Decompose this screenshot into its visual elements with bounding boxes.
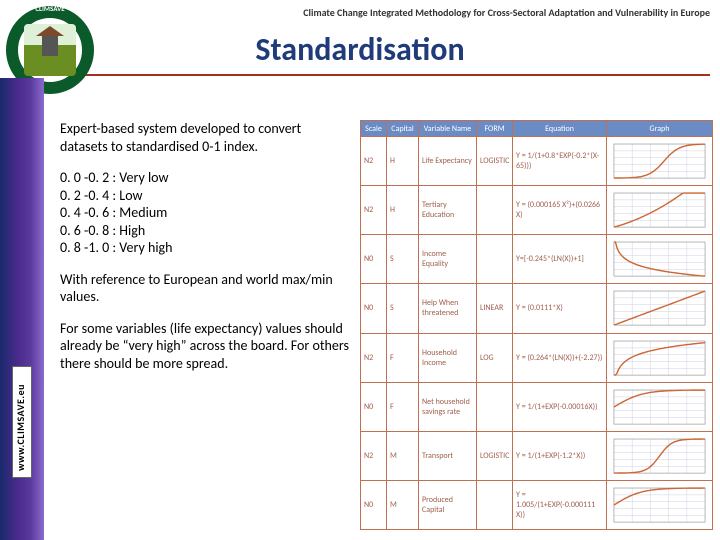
cell-variable: Transport [419,431,477,480]
cell-variable: Life Expectancy [419,137,477,186]
body-content: Expert-based system developed to convert… [60,120,350,532]
cell-graph [607,333,713,382]
table-row: N0SHelp When threatenedLINEARY = (0.0111… [361,284,713,333]
cell-graph [607,284,713,333]
project-header: Climate Change Integrated Methodology fo… [120,6,710,19]
table-row: N0FNet household savings rate Y = 1/(1+EX… [361,382,713,431]
table-row: N0SIncome Equality Y=[-0.245*(LN(X))+1] [361,235,713,284]
sidebar-gradient: www.CLIMSAVE.eu [0,78,44,540]
cell-form [477,480,513,529]
logo-text: CLIMSAVE [6,4,94,13]
table-col-header: Variable Name [419,121,477,137]
table-body: N2HLife ExpectancyLOGISTICY = 1/(1+0.8*E… [361,137,713,530]
cell-form: LINEAR [477,284,513,333]
mini-chart [608,433,711,479]
cell-scale: N0 [361,480,387,529]
cell-form [477,186,513,235]
cell-capital: S [387,235,419,284]
cell-scale: N2 [361,333,387,382]
para-reference: With reference to European and world max… [60,271,350,306]
scale-list: 0. 0 -0. 2 : Very low0. 2 -0. 4 : Low0. … [60,169,350,257]
scale-line: 0. 6 -0. 8 : High [60,222,350,240]
cell-capital: F [387,382,419,431]
table-col-header: Scale [361,121,387,137]
cell-capital: S [387,284,419,333]
page-title: Standardisation [0,30,720,69]
cell-equation: Y = 1/(1+EXP(-1.2*X)) [513,431,607,480]
cell-scale: N0 [361,284,387,333]
standardisation-table: ScaleCapitalVariable NameFORMEquationGra… [360,120,712,530]
mini-chart [608,335,711,381]
cell-variable: Income Equality [419,235,477,284]
logo-roof-icon [36,26,64,36]
logo-building-icon [42,36,58,56]
cell-graph [607,382,713,431]
table-header-row: ScaleCapitalVariable NameFORMEquationGra… [361,121,713,137]
scale-line: 0. 0 -0. 2 : Very low [60,169,350,187]
cell-scale: N0 [361,235,387,284]
cell-equation: Y = 1/(1+EXP(-0.00016X)) [513,382,607,431]
scale-line: 0. 8 -1. 0 : Very high [60,239,350,257]
cell-equation: Y = 1/(1+0.8*EXP(-0.2*(X-65))) [513,137,607,186]
cell-variable: Household Income [419,333,477,382]
mini-chart [608,482,711,528]
cell-scale: N2 [361,186,387,235]
cell-scale: N2 [361,431,387,480]
table-row: N2MTransportLOGISTICY = 1/(1+EXP(-1.2*X)… [361,431,713,480]
cell-form: LOG [477,333,513,382]
cell-capital: M [387,431,419,480]
mini-chart [608,285,711,331]
cell-capital: H [387,137,419,186]
sidebar-url: www.CLIMSAVE.eu [14,384,27,471]
cell-equation: Y=[-0.245*(LN(X))+1] [513,235,607,284]
cell-graph [607,480,713,529]
cell-variable: Net household savings rate [419,382,477,431]
cell-graph [607,186,713,235]
cell-scale: N2 [361,137,387,186]
cell-variable: Tertiary Education [419,186,477,235]
cell-scale: N0 [361,382,387,431]
cell-variable: Help When threatened [419,284,477,333]
title-underline [40,74,710,76]
mini-chart [608,384,711,430]
data-table: ScaleCapitalVariable NameFORMEquationGra… [360,120,713,530]
cell-capital: M [387,480,419,529]
table-row: N2HLife ExpectancyLOGISTICY = 1/(1+0.8*E… [361,137,713,186]
cell-form [477,235,513,284]
cell-form: LOGISTIC [477,137,513,186]
scale-line: 0. 2 -0. 4 : Low [60,187,350,205]
table-row: N2FHousehold IncomeLOGY = (0.264*(LN(X))… [361,333,713,382]
cell-graph [607,431,713,480]
cell-form [477,382,513,431]
table-col-header: Equation [513,121,607,137]
scale-line: 0. 4 -0. 6 : Medium [60,204,350,222]
para-spread: For some variables (life expectancy) val… [60,320,350,373]
mini-chart [608,138,711,184]
table-col-header: FORM [477,121,513,137]
cell-equation: Y = (0.000165 X²)+(0.0266 X) [513,186,607,235]
cell-capital: F [387,333,419,382]
cell-equation: Y = (0.0111*X) [513,284,607,333]
table-col-header: Capital [387,121,419,137]
mini-chart [608,187,711,233]
table-row: N2HTertiary Education Y = (0.000165 X²)+(… [361,186,713,235]
cell-equation: Y = 1.005/(1+EXP(-0.000111 X)) [513,480,607,529]
cell-equation: Y = (0.264*(LN(X))+(-2.27)) [513,333,607,382]
cell-form: LOGISTIC [477,431,513,480]
table-row: N0MProduced Capital Y = 1.005/(1+EXP(-0.0… [361,480,713,529]
table-col-header: Graph [607,121,713,137]
para-intro: Expert-based system developed to convert… [60,120,350,155]
cell-capital: H [387,186,419,235]
cell-variable: Produced Capital [419,480,477,529]
cell-graph [607,137,713,186]
cell-graph [607,235,713,284]
mini-chart [608,236,711,282]
